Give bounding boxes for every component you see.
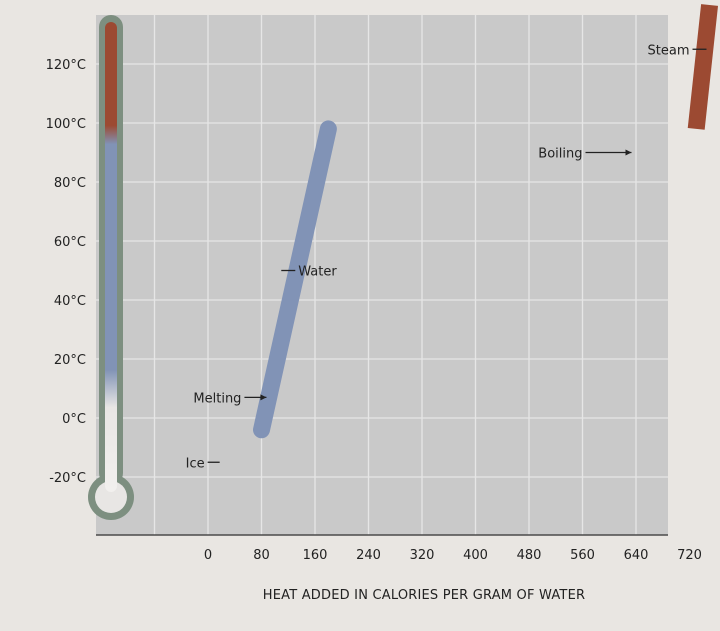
x-tick-label: 0 xyxy=(204,548,212,563)
y-tick-labels: 120°C 100°C 80°C 60°C 40°C 20°C 0°C -20°C xyxy=(46,58,86,486)
grid-lines xyxy=(96,15,668,535)
x-axis-label: HEAT ADDED IN CALORIES PER GRAM OF WATER xyxy=(263,588,585,603)
y-tick-label: 60°C xyxy=(54,235,86,250)
y-tick-label: 80°C xyxy=(54,176,86,191)
heating-curve xyxy=(179,4,719,439)
x-tick-label: 480 xyxy=(517,548,542,563)
y-tick-label: 120°C xyxy=(46,58,86,73)
annotation-melting: Melting xyxy=(193,391,241,406)
water-segment xyxy=(253,120,337,439)
y-tick-label: 100°C xyxy=(46,117,86,132)
x-tick-label: 80 xyxy=(253,548,270,563)
thermometer-liquid xyxy=(105,22,117,492)
plot-area xyxy=(96,15,668,535)
annotation-arrowhead xyxy=(625,149,632,156)
thermometer-bulb xyxy=(95,481,127,513)
x-tick-label: 720 xyxy=(677,548,702,563)
annotations: Steam Boiling Water Melting Ice xyxy=(186,43,707,471)
steam-segment xyxy=(687,4,719,130)
x-tick-label: 240 xyxy=(356,548,381,563)
x-tick-labels: 0 80 160 240 320 400 480 560 640 720 xyxy=(204,548,702,563)
annotation-water: Water xyxy=(298,265,337,280)
thermometer xyxy=(88,15,134,520)
x-tick-label: 400 xyxy=(463,548,488,563)
annotation-steam: Steam xyxy=(648,43,690,58)
y-tick-label: 40°C xyxy=(54,294,86,309)
annotation-boiling: Boiling xyxy=(538,147,582,162)
annotation-arrowhead xyxy=(260,394,267,401)
y-tick-label: 0°C xyxy=(62,412,86,427)
x-tick-label: 160 xyxy=(303,548,328,563)
annotation-ice: Ice xyxy=(186,456,205,471)
y-tick-label: -20°C xyxy=(49,471,86,486)
x-tick-label: 640 xyxy=(624,548,649,563)
x-tick-label: 560 xyxy=(570,548,595,563)
y-tick-label: 20°C xyxy=(54,353,86,368)
x-tick-label: 320 xyxy=(410,548,435,563)
